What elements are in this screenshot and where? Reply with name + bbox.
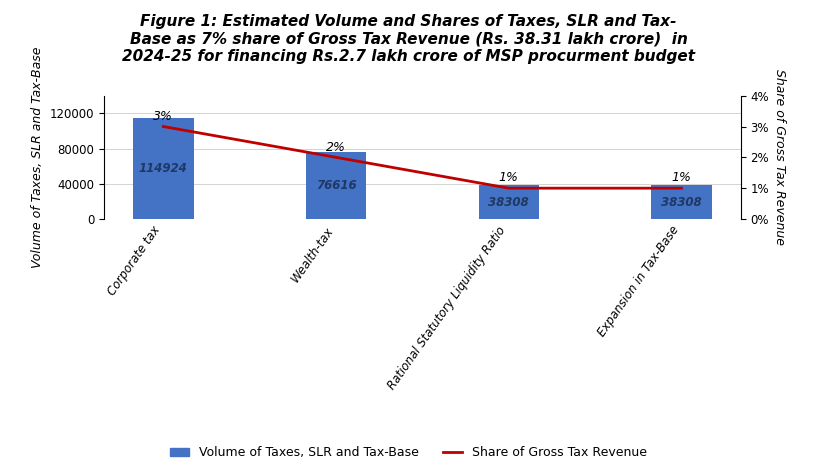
Bar [651, 185, 712, 219]
Bar [133, 118, 194, 219]
Text: 38308: 38308 [661, 196, 702, 209]
Text: 1%: 1% [672, 172, 691, 184]
Y-axis label: Share of Gross Tax Revenue: Share of Gross Tax Revenue [773, 70, 786, 245]
Text: 1%: 1% [499, 172, 519, 184]
Text: 76616: 76616 [315, 179, 356, 192]
Text: 114924: 114924 [139, 162, 188, 175]
Text: Figure 1: Estimated Volume and Shares of Taxes, SLR and Tax-
Base as 7% share of: Figure 1: Estimated Volume and Shares of… [122, 14, 695, 64]
Y-axis label: Volume of Taxes, SLR and Tax-Base: Volume of Taxes, SLR and Tax-Base [31, 47, 44, 268]
Text: 38308: 38308 [489, 196, 529, 209]
Bar [306, 151, 366, 219]
Text: 3%: 3% [154, 110, 173, 123]
Text: 2%: 2% [326, 140, 346, 154]
Legend: Volume of Taxes, SLR and Tax-Base, Share of Gross Tax Revenue: Volume of Taxes, SLR and Tax-Base, Share… [165, 441, 652, 464]
Bar [479, 185, 539, 219]
